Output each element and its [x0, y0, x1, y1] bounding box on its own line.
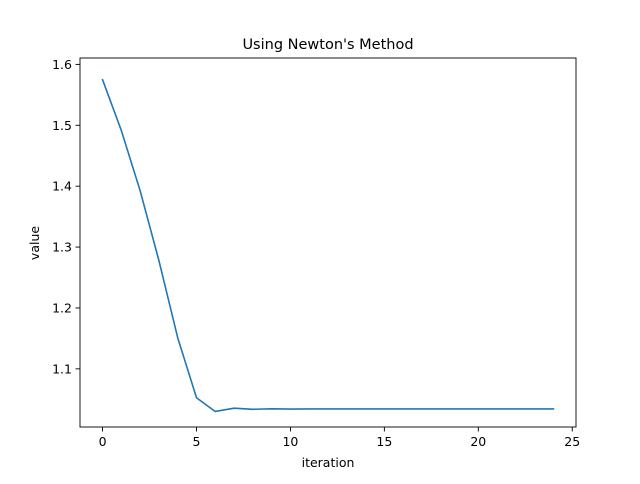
y-tick-label: 1.5 [52, 118, 72, 133]
x-tick-label: 25 [564, 434, 580, 449]
x-tick-label: 10 [282, 434, 298, 449]
y-tick-label: 1.3 [52, 240, 72, 255]
y-tick-label: 1.6 [52, 57, 72, 72]
x-axis-label: iteration [302, 455, 355, 470]
y-tick-label: 1.4 [52, 179, 72, 194]
series-layer [101, 78, 555, 413]
x-tick-label: 15 [376, 434, 392, 449]
x-tick-label: 0 [99, 434, 107, 449]
series-line-0 [101, 78, 555, 413]
x-tick-label: 20 [470, 434, 486, 449]
y-axis: 1.1 1.2 1.3 1.4 1.5 1.6 [52, 57, 80, 376]
plot-frame [79, 57, 577, 428]
x-tick-label: 5 [193, 434, 201, 449]
y-axis-label: value [27, 226, 42, 260]
x-axis: 0 5 10 15 20 25 [99, 427, 580, 449]
chart-title: Using Newton's Method [242, 37, 413, 53]
y-tick-label: 1.2 [52, 300, 72, 315]
y-tick-label: 1.1 [52, 361, 72, 376]
